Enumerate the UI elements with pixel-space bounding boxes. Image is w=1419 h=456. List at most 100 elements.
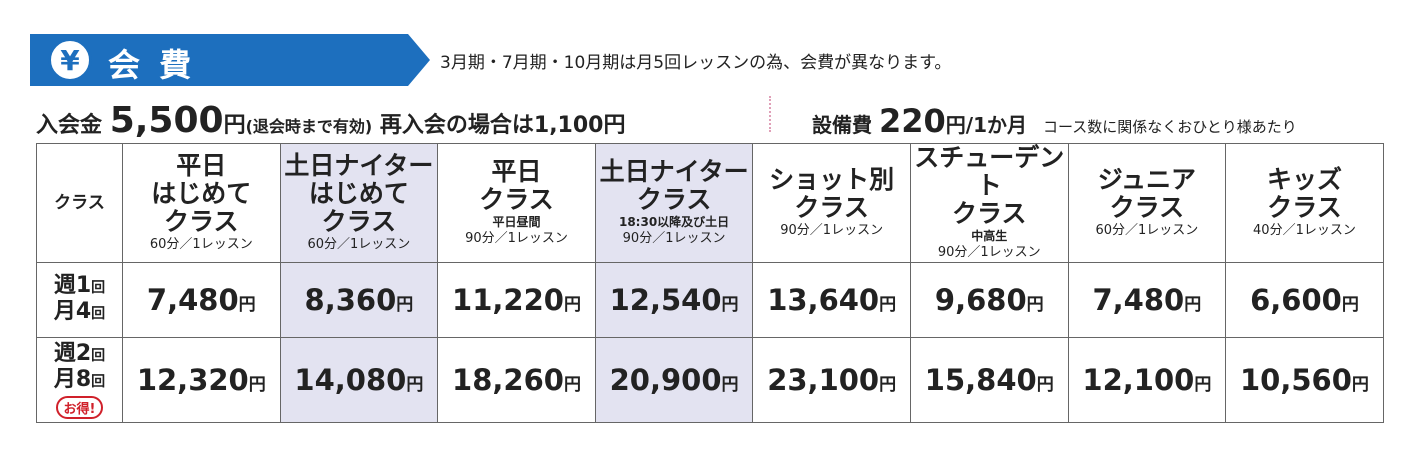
price: 7,480 <box>146 283 239 317</box>
column-name: 土日ナイター <box>284 151 434 180</box>
label-line: 月8回 <box>37 366 122 394</box>
price-cell: 13,640円 <box>752 262 911 338</box>
price-cell: 7,480円 <box>122 262 281 338</box>
price: 8,360 <box>304 283 397 317</box>
price-cell: 6,600円 <box>1225 262 1384 338</box>
yen: 円 <box>1351 375 1369 395</box>
yen: 円 <box>406 375 424 395</box>
duration: 60分／1レッスン <box>1095 223 1199 238</box>
yen: 円 <box>396 295 414 315</box>
yen: 円 <box>1194 375 1212 395</box>
price: 13,640 <box>767 283 880 317</box>
price: 11,220 <box>452 283 564 317</box>
column-header: 平日 クラス 平日昼間 90分／1レッスン <box>437 143 596 263</box>
price: 18,260 <box>452 363 564 397</box>
fee-table: クラス 平日 はじめて クラス 60分／1レッスン 土日ナイター はじめて クラス 60分／1レ… <box>36 143 1384 423</box>
column-note: 中高生 <box>971 229 1008 243</box>
reentry: 再入会の場合は1,100円 <box>379 113 626 138</box>
label-main: 月8 <box>53 366 92 392</box>
column-name: クラス <box>952 199 1027 228</box>
yen: 円 <box>879 295 897 315</box>
price-cell: 15,840円 <box>909 337 1069 423</box>
label-unit: 回 <box>91 347 106 364</box>
label-main: 月4 <box>53 299 92 324</box>
column-note: 平日昼間 <box>492 215 541 229</box>
price: 7,480 <box>1092 283 1185 317</box>
column-name: クラス <box>1267 193 1342 222</box>
label-unit: 回 <box>91 306 106 322</box>
column-name: 平日 <box>176 151 227 180</box>
equipment-note: コース数に関係なくおひとり様あたり <box>1043 118 1297 136</box>
price: 10,560 <box>1239 363 1352 397</box>
column-header: スチューデント クラス 中高生 90分／1レッスン <box>909 143 1069 263</box>
yen: 円 <box>563 295 581 315</box>
column-name: クラス <box>164 207 239 236</box>
yen-icon: ¥ <box>48 38 92 82</box>
yen: 円 <box>1184 295 1202 315</box>
label-main: 週1 <box>53 273 92 298</box>
entry-note: (退会時まで有効) <box>245 117 373 136</box>
price-cell: 7,480円 <box>1067 262 1227 338</box>
yen: 円 <box>721 375 739 395</box>
column-name: ショット別 <box>769 165 895 194</box>
price-row: 週2回 月8回 お得! 12,320円 14,080円 18,260円 20,900円 23,… <box>36 337 1384 423</box>
yen: 円 <box>563 375 581 395</box>
price-cell: 8,360円 <box>279 262 439 338</box>
badge: お得! <box>55 395 104 419</box>
separator <box>769 96 771 132</box>
price: 12,100 <box>1082 363 1195 397</box>
corner-cell: クラス <box>36 143 123 263</box>
column-name: 土日ナイター <box>599 157 749 186</box>
label: 設備費 <box>812 113 872 137</box>
yen: 円 <box>1341 295 1359 315</box>
price-cell: 20,900円 <box>594 337 754 423</box>
column-name: スチューデント <box>914 143 1065 200</box>
label-line: 週1回 <box>37 274 122 300</box>
yen: 円 <box>721 295 739 315</box>
price-cell: 9,680円 <box>909 262 1069 338</box>
column-name: クラス <box>636 185 712 214</box>
label-line: 週2回 <box>37 340 122 368</box>
column-name: ジュニア <box>1097 165 1196 194</box>
title-band <box>30 34 430 86</box>
price: 15,840 <box>924 363 1037 397</box>
duration: 90分／1レッスン <box>465 231 568 246</box>
yen: 円 <box>238 295 256 315</box>
entry-fee: 入会金 5,500円(退会時まで有効) 再入会の場合は1,100円 <box>36 100 625 141</box>
price-cell: 14,080円 <box>279 337 439 423</box>
corner: クラス <box>54 193 105 213</box>
column-header: 土日ナイター クラス 18:30以降及び土日 90分／1レッスン <box>594 143 754 263</box>
price: 23,100 <box>767 363 880 397</box>
duration: 90分／1レッスン <box>937 245 1041 260</box>
column-note: 18:30以降及び土日 <box>618 215 730 229</box>
yen: 円 <box>1026 295 1044 315</box>
duration: 60分／1レッスン <box>149 237 253 252</box>
label: 入会金 <box>36 113 103 138</box>
label-unit: 回 <box>91 280 106 296</box>
column-name: クラス <box>321 207 397 236</box>
price: 9,680 <box>934 283 1027 317</box>
price: 6,600 <box>1250 283 1342 317</box>
row-label: 週2回 月8回 お得! <box>36 337 123 423</box>
yen: 円 <box>248 375 266 395</box>
column-name: 平日 <box>491 157 542 186</box>
duration: 90分／1レッスン <box>622 231 726 246</box>
equipment-fee: 設備費 220円/1か月 コース数に関係なくおひとり様あたり <box>812 102 1297 140</box>
unit: 円/1か月 <box>945 113 1027 137</box>
price-cell: 12,320円 <box>122 337 281 423</box>
column-header: ショット別 クラス 90分／1レッスン <box>752 143 911 263</box>
column-name: はじめて <box>151 179 252 208</box>
column-name: はじめて <box>308 179 409 208</box>
amount: 5,500 <box>109 100 224 141</box>
column-name: クラス <box>794 193 869 222</box>
label-unit: 回 <box>91 373 106 390</box>
price: 14,080 <box>294 363 407 397</box>
column-name: クラス <box>479 185 554 214</box>
label-main: 週2 <box>53 340 92 366</box>
unit: 円 <box>223 113 246 138</box>
price-cell: 12,540円 <box>594 262 754 338</box>
price-cell: 11,220円 <box>437 262 596 338</box>
header-row: クラス 平日 はじめて クラス 60分／1レッスン 土日ナイター はじめて クラス 60分／1レ… <box>36 143 1384 263</box>
note: 3月期・7月期・10月期は月5回レッスンの為、会費が異なります。 <box>440 53 952 73</box>
